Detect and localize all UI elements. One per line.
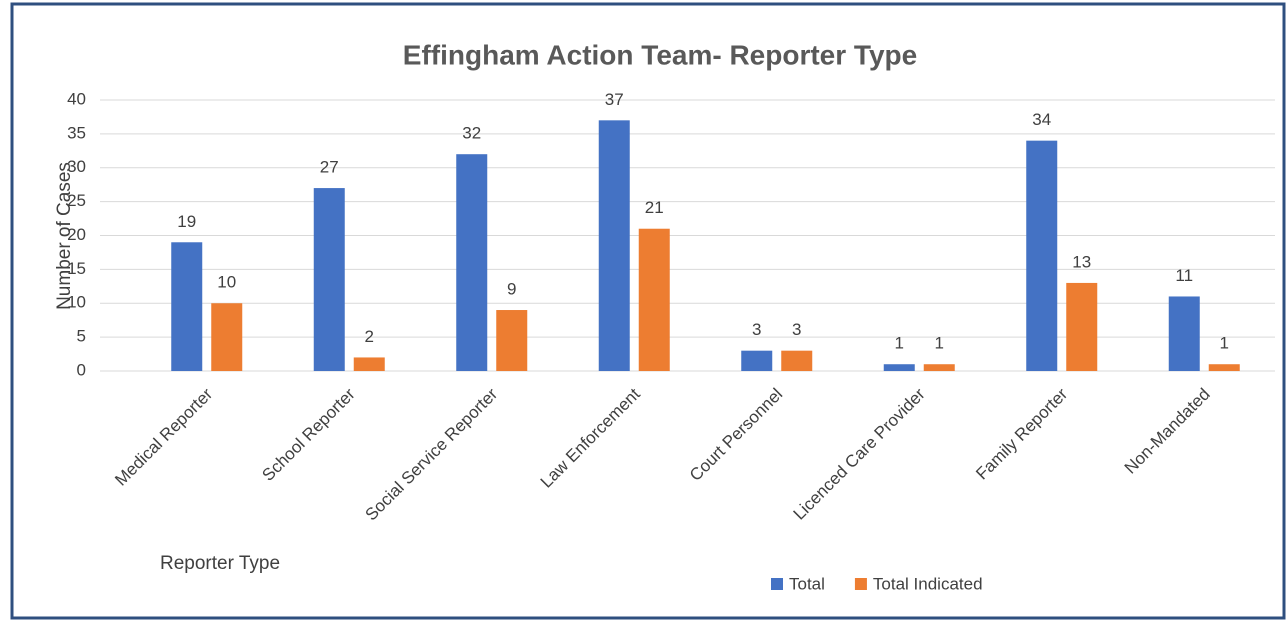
bar <box>171 242 203 371</box>
data-label: 3 <box>792 320 801 339</box>
bar <box>741 350 773 371</box>
bar <box>1208 364 1240 371</box>
data-label: 32 <box>462 124 481 143</box>
data-label: 11 <box>1175 266 1193 285</box>
y-axis-title: Number of Cases <box>54 162 75 310</box>
data-label: 37 <box>605 90 624 109</box>
y-tick-label: 35 <box>67 123 86 142</box>
data-label: 34 <box>1032 110 1051 129</box>
data-label: 9 <box>507 280 516 299</box>
data-label: 1 <box>895 334 904 353</box>
y-tick-label: 20 <box>67 225 86 244</box>
legend-swatch <box>854 578 867 590</box>
bar <box>1168 296 1200 371</box>
data-label: 13 <box>1072 252 1091 271</box>
bar <box>1066 282 1098 371</box>
chart-title: Effingham Action Team- Reporter Type <box>403 39 917 70</box>
y-tick-label: 40 <box>67 89 86 108</box>
data-label: 19 <box>177 212 196 231</box>
data-label: 1 <box>935 334 944 353</box>
bar <box>456 154 488 371</box>
y-tick-label: 0 <box>77 360 86 379</box>
legend-swatch <box>771 578 783 590</box>
bar <box>353 357 385 371</box>
bar <box>598 120 630 371</box>
data-label: 2 <box>365 327 374 346</box>
bar <box>781 350 813 371</box>
bar <box>1026 140 1058 371</box>
legend-label: Total <box>789 574 825 593</box>
bar <box>211 303 243 371</box>
bar <box>313 188 345 371</box>
y-tick-label: 5 <box>77 327 86 346</box>
legend-label: Total Indicated <box>873 574 983 593</box>
bar <box>883 364 915 371</box>
bar <box>638 228 670 371</box>
y-tick-label: 25 <box>67 191 86 210</box>
x-axis-title: Reporter Type <box>160 553 280 574</box>
bar <box>923 364 955 371</box>
y-tick-label: 10 <box>67 293 86 312</box>
data-label: 3 <box>752 320 761 339</box>
y-tick-label: 30 <box>67 157 86 176</box>
y-tick-label: 15 <box>67 259 86 278</box>
data-label: 27 <box>320 158 339 177</box>
data-label: 21 <box>645 198 664 217</box>
data-label: 1 <box>1220 334 1229 353</box>
bar <box>496 310 528 371</box>
data-label: 10 <box>217 273 236 292</box>
